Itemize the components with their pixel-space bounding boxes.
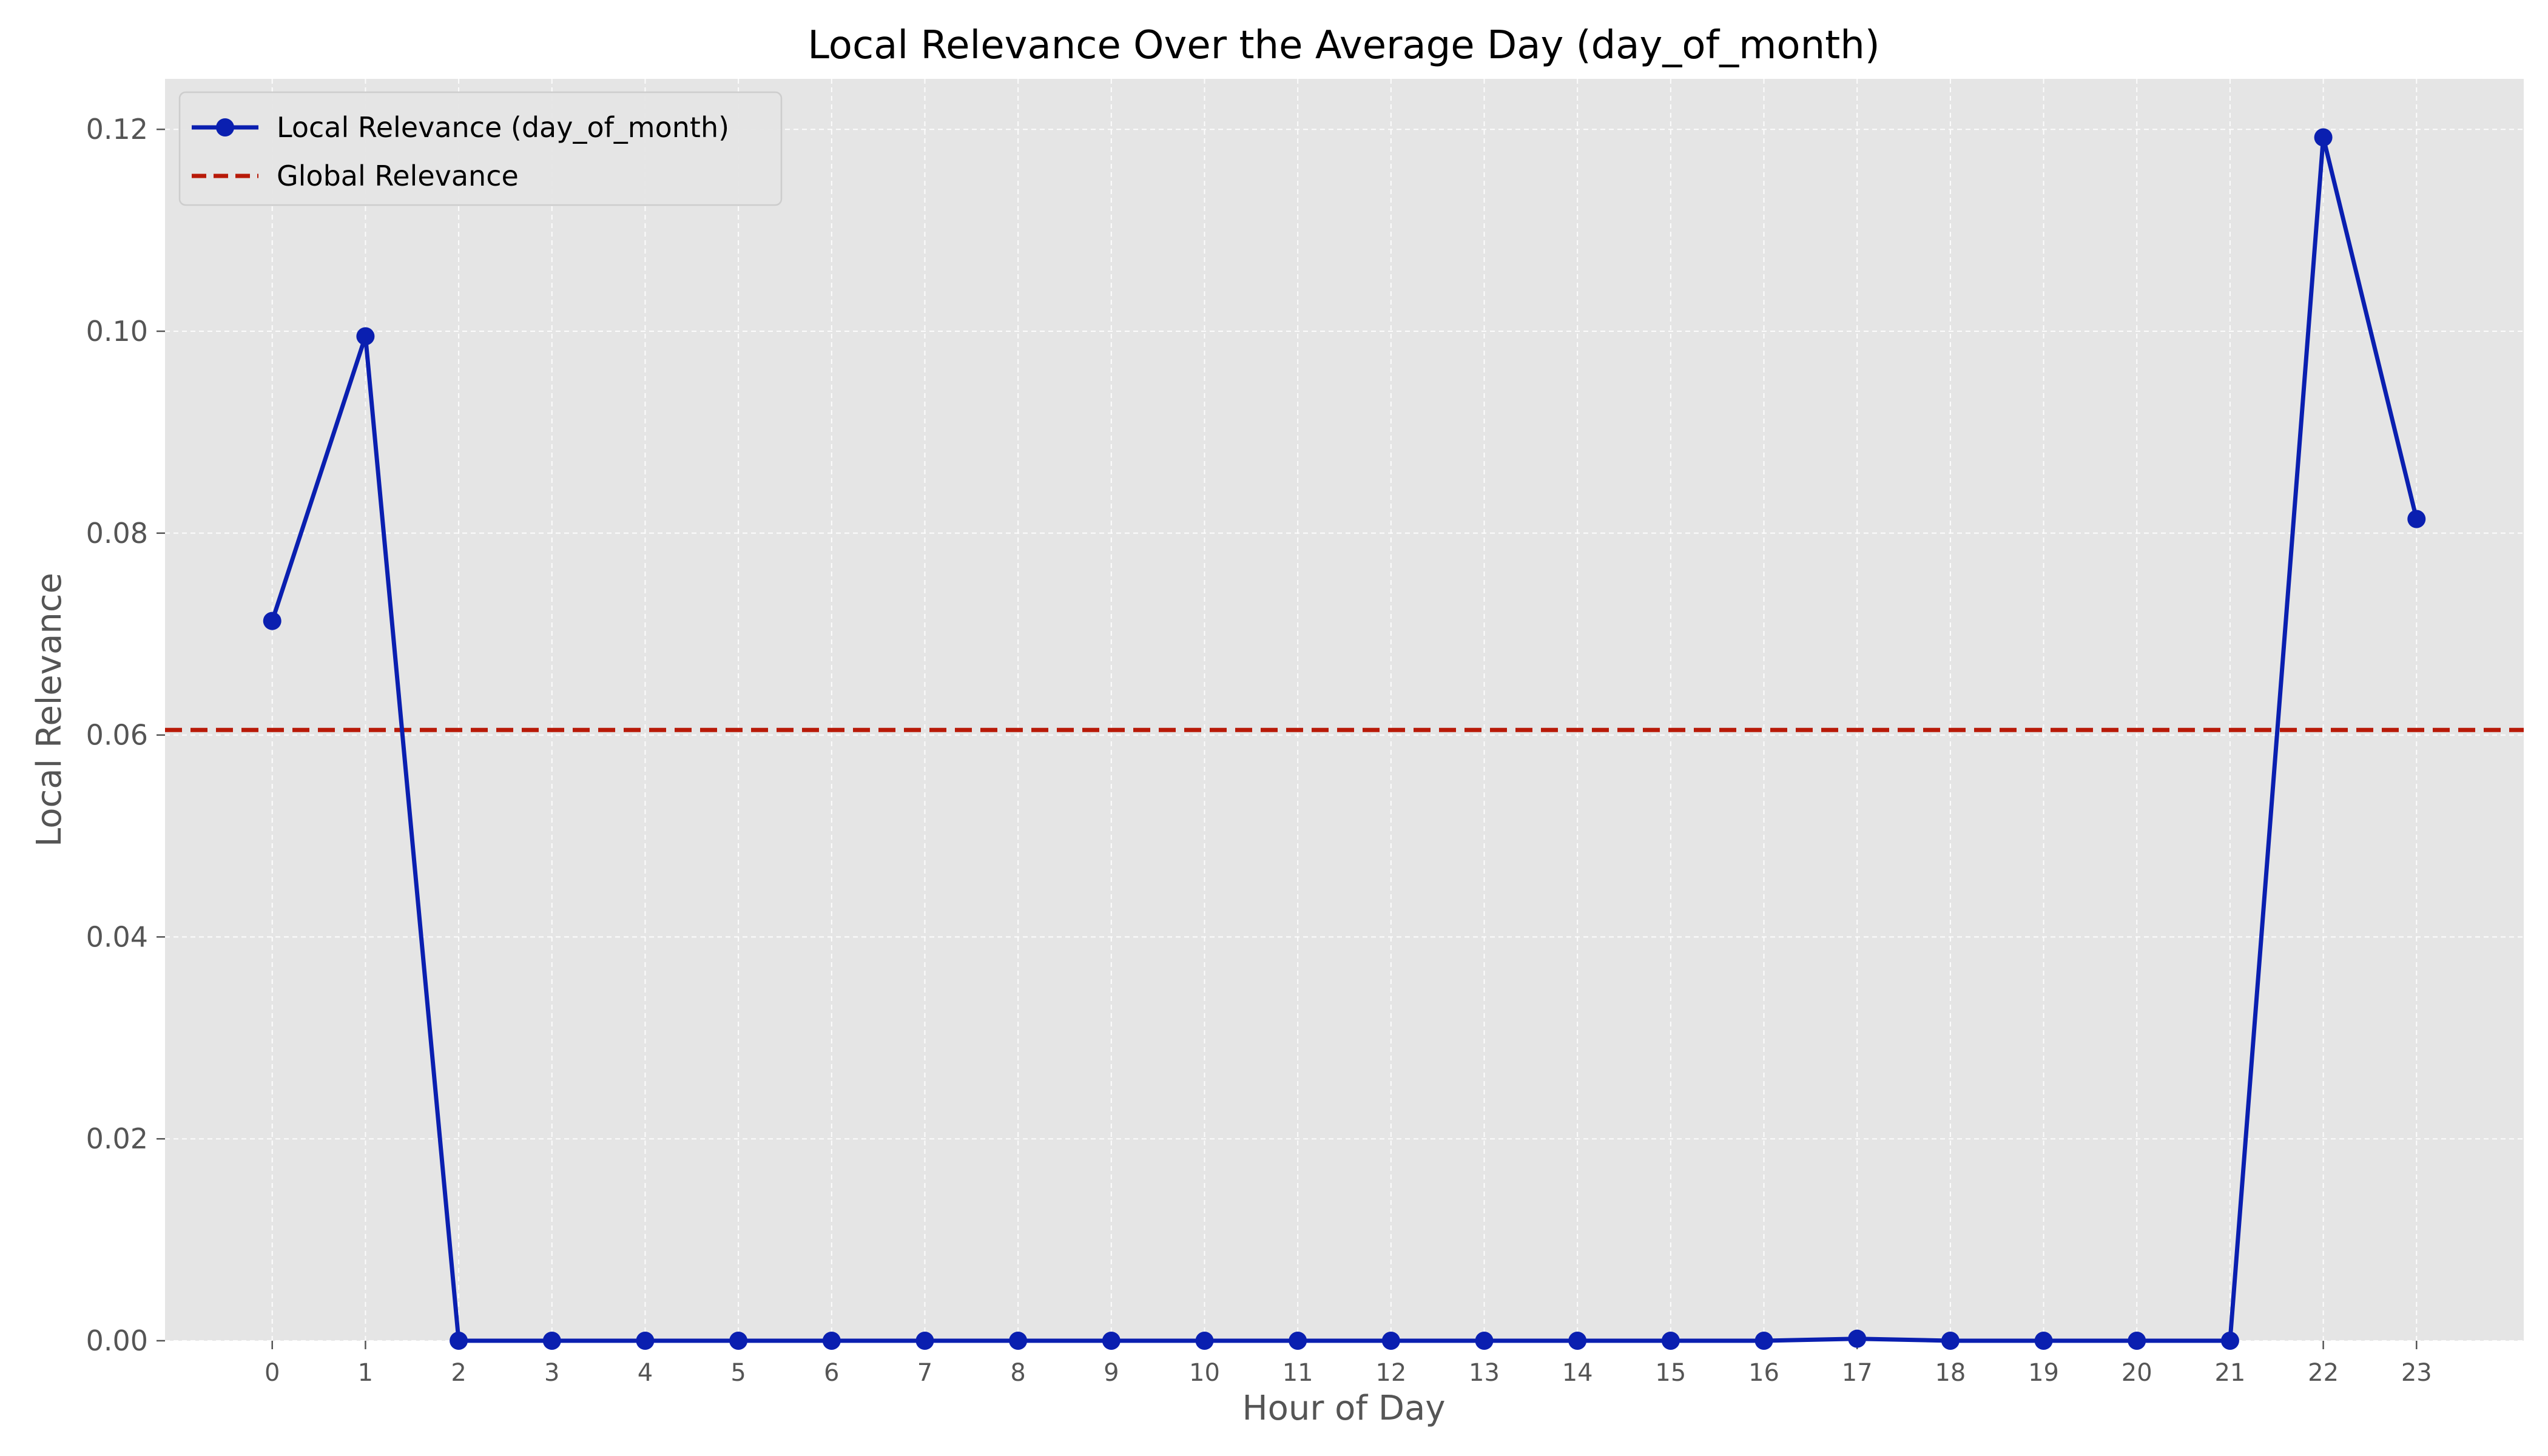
x-tick-label: 0	[265, 1359, 280, 1387]
x-tick-label: 14	[1562, 1359, 1593, 1387]
x-tick-label: 4	[638, 1359, 653, 1387]
y-tick-label: 0.06	[86, 719, 148, 752]
data-point	[2128, 1332, 2146, 1350]
y-tick-label: 0.00	[86, 1324, 148, 1357]
data-point	[263, 612, 281, 630]
x-tick-label: 23	[2401, 1359, 2432, 1387]
data-point	[1754, 1332, 1773, 1350]
x-tick-label: 3	[544, 1359, 559, 1387]
data-point	[1381, 1332, 1400, 1350]
data-point	[356, 327, 375, 346]
y-axis-ticks: 0.00 0.02 0.04 0.06 0.08 0.10 0.12	[86, 113, 165, 1357]
data-point	[1102, 1332, 1121, 1350]
x-tick-label: 21	[2214, 1359, 2245, 1387]
y-axis-label: Local Relevance	[30, 573, 69, 847]
series-line-local-relevance	[270, 135, 2419, 1343]
data-point	[450, 1332, 468, 1350]
x-tick-label: 12	[1375, 1359, 1406, 1387]
data-point	[1289, 1332, 1307, 1350]
x-axis-label: Hour of Day	[1242, 1389, 1445, 1428]
data-point	[729, 1332, 748, 1350]
y-tick-label: 0.04	[86, 920, 148, 953]
x-tick-label: 2	[451, 1359, 466, 1387]
legend-label-local-relevance: Local Relevance (day_of_month)	[277, 111, 729, 144]
x-tick-label: 9	[1104, 1359, 1119, 1387]
x-tick-label: 18	[1935, 1359, 1966, 1387]
data-point	[1009, 1332, 1028, 1350]
x-tick-label: 8	[1010, 1359, 1025, 1387]
data-point	[1848, 1329, 1867, 1348]
data-point	[2034, 1332, 2053, 1350]
legend-marker-local-relevance	[216, 118, 234, 136]
data-point	[915, 1332, 934, 1350]
data-point	[1195, 1332, 1214, 1350]
legend: Local Relevance (day_of_month) Global Rel…	[178, 91, 783, 206]
data-point	[636, 1332, 655, 1350]
x-tick-label: 19	[2028, 1359, 2059, 1387]
x-tick-label: 15	[1655, 1359, 1686, 1387]
y-tick-label: 0.02	[86, 1122, 148, 1155]
x-tick-label: 1	[358, 1359, 373, 1387]
x-tick-label: 13	[1469, 1359, 1500, 1387]
data-point	[1941, 1332, 1960, 1350]
x-axis-ticks: 0 1 2 3 4 5 6 7 8 9 10 11 12 13 14 15 16 17 18 19 20 21 22 23	[265, 1341, 2432, 1387]
data-point	[1568, 1332, 1587, 1350]
data-point	[1661, 1332, 1680, 1350]
x-tick-label: 16	[1748, 1359, 1779, 1387]
y-tick-label: 0.08	[86, 517, 148, 550]
plot-area	[165, 79, 2524, 1341]
grid	[165, 79, 2524, 1341]
data-point	[542, 1332, 561, 1350]
legend-label-global-relevance: Global Relevance	[277, 160, 519, 192]
data-point	[822, 1332, 841, 1350]
y-tick-label: 0.12	[86, 113, 148, 146]
data-point	[1475, 1332, 1494, 1350]
series-markers	[263, 128, 2426, 1350]
data-point	[2220, 1332, 2239, 1350]
x-tick-label: 6	[824, 1359, 839, 1387]
x-tick-label: 22	[2308, 1359, 2339, 1387]
x-tick-label: 11	[1282, 1359, 1313, 1387]
x-tick-label: 10	[1189, 1359, 1220, 1387]
data-point	[2314, 128, 2333, 147]
x-tick-label: 5	[730, 1359, 746, 1387]
legend-box	[178, 91, 783, 206]
x-tick-label: 17	[1842, 1359, 1873, 1387]
x-tick-label: 7	[917, 1359, 932, 1387]
y-tick-label: 0.10	[86, 315, 148, 348]
chart-title: Local Relevance Over the Average Day (da…	[807, 23, 1880, 68]
data-point	[2407, 510, 2426, 528]
x-tick-label: 20	[2122, 1359, 2152, 1387]
